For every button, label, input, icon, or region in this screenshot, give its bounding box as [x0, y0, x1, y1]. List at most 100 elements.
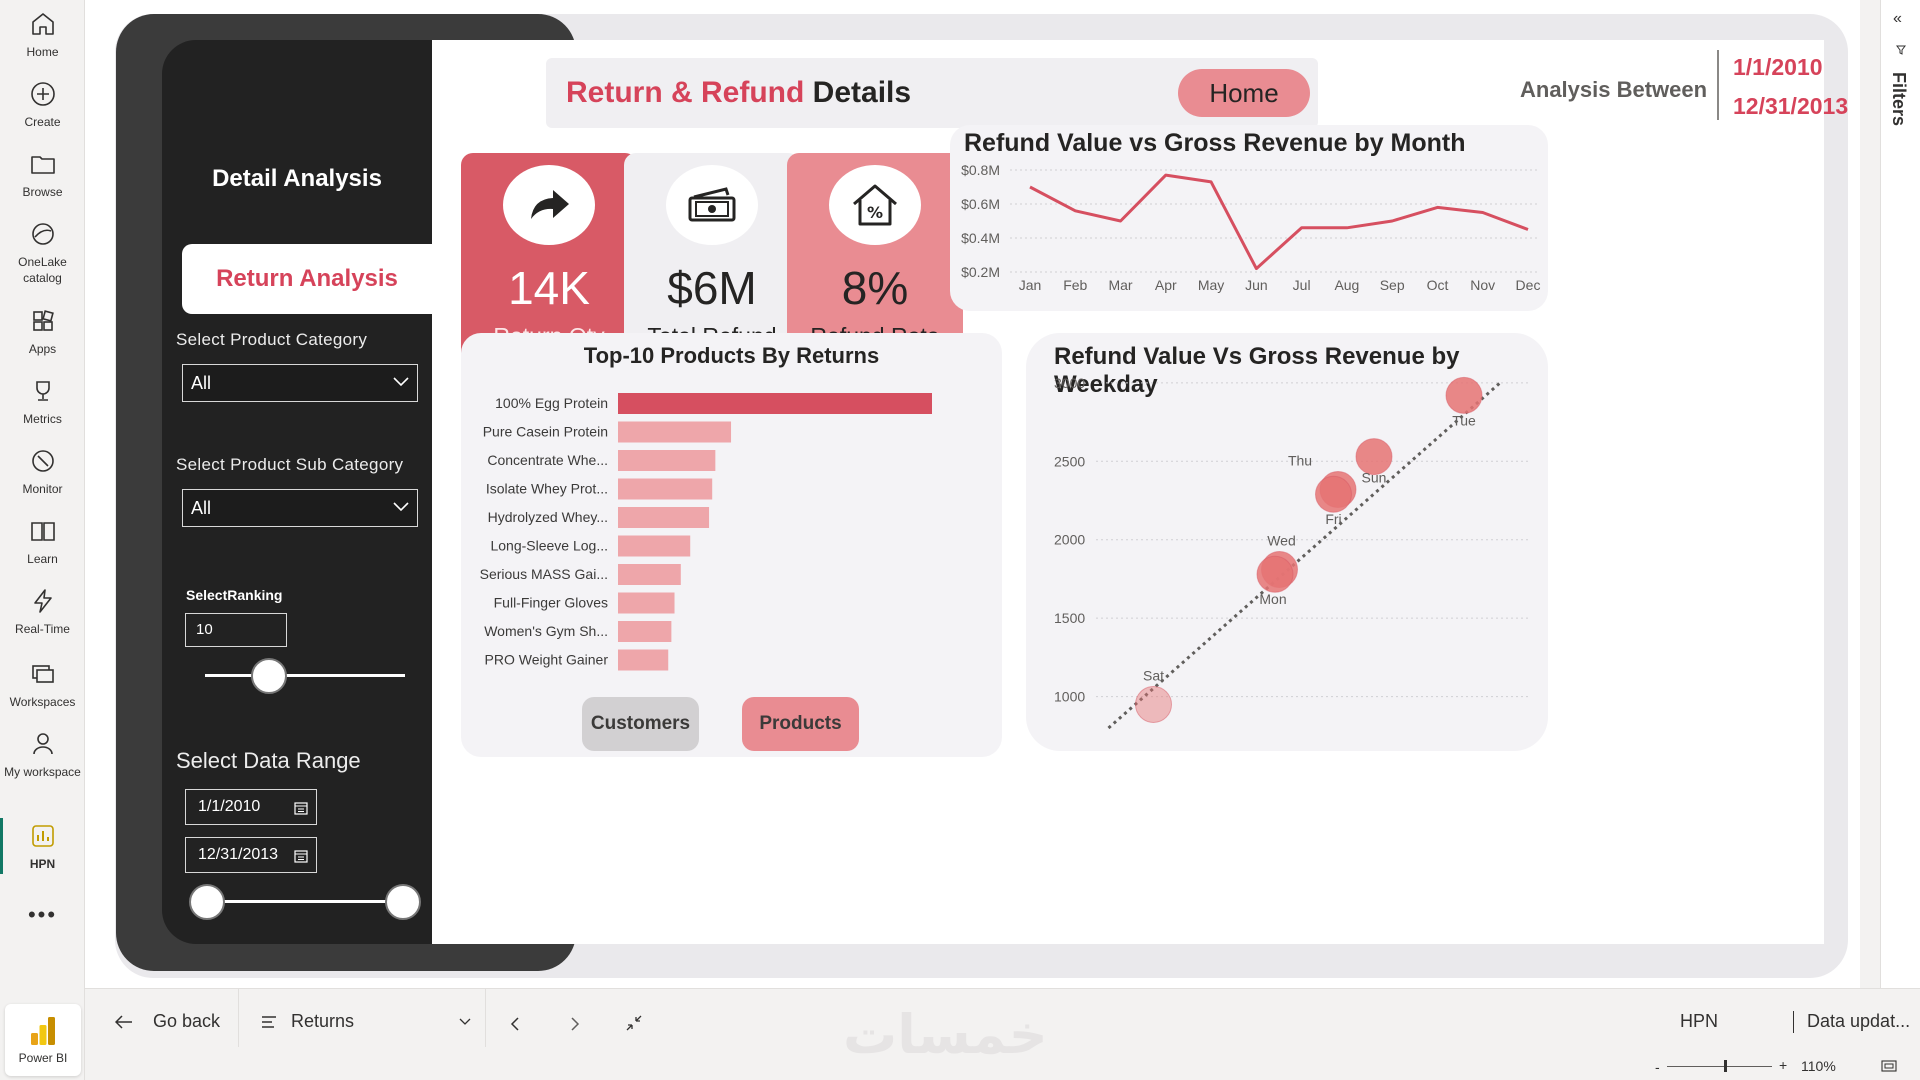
tab-return-analysis[interactable]: Return Analysis: [182, 244, 432, 314]
nav-home[interactable]: Home: [0, 8, 85, 60]
bar-chart-category-label: Women's Gym Sh...: [484, 623, 608, 639]
fit-to-page-icon[interactable]: [1881, 1060, 1897, 1072]
monthly-chart-title: Refund Value vs Gross Revenue by Month: [964, 129, 1466, 157]
nav-more-button[interactable]: •••: [27, 902, 58, 927]
analysis-end-date: 12/31/2013: [1733, 93, 1849, 119]
nav-realtime[interactable]: Real-Time: [0, 585, 85, 637]
nav-learn[interactable]: Learn: [0, 515, 85, 567]
nav-my-workspace[interactable]: My workspace: [0, 728, 85, 780]
next-page-icon[interactable]: [570, 1017, 580, 1031]
report-canvas: Detail Analysis Return Analysis Select P…: [85, 0, 1860, 988]
line-chart-xtick: Aug: [1334, 277, 1359, 293]
top-products-bar-chart-card: Top-10 Products By Returns 100% Egg Prot…: [461, 333, 1002, 757]
scatter-ytick: 3000: [1054, 375, 1085, 391]
person-icon: [32, 733, 53, 755]
svg-text:%: %: [867, 203, 883, 222]
scatter-point-label: Fri: [1325, 511, 1341, 527]
zoom-slider-thumb[interactable]: [1723, 1060, 1727, 1072]
customers-button[interactable]: Customers: [582, 697, 699, 751]
page-title-accent: Return & Refund: [566, 76, 805, 109]
kpi-icon-circle: [503, 165, 595, 245]
date-slider-track[interactable]: [209, 900, 405, 903]
collapse-filters-icon[interactable]: «: [1893, 10, 1902, 27]
bottom-divider: [238, 989, 239, 1047]
line-chart-ytick: $0.8M: [961, 162, 1000, 178]
nav-my-workspace-label: My workspace: [4, 765, 81, 779]
kpi-total-refund-value: $6M: [667, 262, 757, 314]
nav-metrics[interactable]: Metrics: [0, 375, 85, 427]
analysis-start-date: 1/1/2010: [1733, 54, 1823, 80]
scatter-point: [1445, 376, 1483, 414]
power-bi-logo-icon: [31, 1017, 55, 1045]
products-button[interactable]: Products: [742, 697, 859, 751]
scatter-point-label: Sun: [1362, 470, 1387, 486]
calendar-icon: [294, 802, 308, 815]
end-date-input[interactable]: 12/31/2013: [185, 837, 317, 873]
bottom-divider: [485, 989, 486, 1047]
bar-chart-bar: [618, 478, 713, 500]
data-updated-status[interactable]: Data updat...: [1807, 1011, 1911, 1031]
onelake-icon: [31, 223, 54, 245]
workspace-name: HPN: [1680, 1011, 1719, 1031]
nav-workspaces[interactable]: Workspaces: [0, 658, 85, 710]
power-bi-switcher[interactable]: Power BI: [5, 1004, 81, 1076]
category-dropdown[interactable]: All: [182, 364, 418, 402]
nav-onelake[interactable]: OneLake catalog: [0, 218, 85, 286]
line-chart-ytick: $0.6M: [961, 196, 1000, 212]
ranking-slider-track[interactable]: [205, 674, 405, 677]
bar-chart-bar: [618, 535, 691, 557]
nav-onelake-label: OneLake catalog: [18, 255, 67, 285]
nav-monitor[interactable]: Monitor: [0, 445, 85, 497]
zoom-level: 110%: [1801, 1058, 1836, 1074]
watermark-logo: خمسات: [843, 1003, 1048, 1066]
line-chart-ytick: $0.2M: [961, 264, 1000, 280]
go-back-button[interactable]: Go back: [115, 1011, 220, 1032]
line-chart-xtick: Oct: [1427, 277, 1449, 293]
apps-icon: [32, 310, 54, 331]
bar-chart-bar: [618, 564, 681, 585]
filter-funnel-icon: [1896, 45, 1906, 55]
nav-create[interactable]: Create: [0, 78, 85, 130]
monthly-line-chart: $0.2M $0.4M $0.6M $0.8M Jan Feb Mar Apr May Jun Ju…: [961, 162, 1540, 293]
page-selector[interactable]: Returns: [261, 1011, 471, 1032]
nav-workspaces-label: Workspaces: [9, 695, 76, 709]
top-products-title: Top-10 Products By Returns: [583, 343, 880, 368]
scatter-ytick: 2500: [1054, 453, 1085, 469]
home-button[interactable]: Home: [1178, 69, 1310, 117]
scatter-ytick: 1000: [1054, 689, 1085, 705]
nav-realtime-label: Real-Time: [15, 622, 70, 636]
date-slider-end-thumb[interactable]: [385, 884, 421, 920]
zoom-out-button[interactable]: -: [1655, 1059, 1660, 1075]
nav-apps[interactable]: Apps: [0, 305, 85, 357]
collapse-icon[interactable]: [626, 1015, 642, 1031]
nav-hpn-label: HPN: [29, 857, 56, 871]
nav-browse[interactable]: Browse: [0, 148, 85, 200]
kpi-return-qty-value: 14K: [508, 262, 590, 314]
zoom-in-button[interactable]: +: [1779, 1057, 1788, 1073]
scatter-point: [1256, 555, 1294, 593]
ranking-slider-thumb[interactable]: [251, 658, 287, 694]
share-arrow-icon: [531, 190, 569, 219]
zoom-slider-track[interactable]: [1667, 1066, 1772, 1067]
category-slicer-label: Select Product Category: [176, 330, 368, 349]
previous-page-icon[interactable]: [510, 1017, 520, 1031]
end-date-value: 12/31/2013: [198, 846, 279, 863]
bar-chart-bar: [618, 592, 675, 614]
start-date-input[interactable]: 1/1/2010: [185, 789, 317, 825]
nav-hpn[interactable]: HPN: [0, 820, 85, 872]
analysis-between-label: Analysis Between: [1520, 77, 1708, 102]
scatter-point: [1355, 438, 1393, 476]
nav-metrics-label: Metrics: [23, 412, 62, 426]
bar-chart-category-label: Long-Sleeve Log...: [490, 538, 608, 554]
bar-chart-category-label: Hydrolyzed Whey...: [488, 509, 608, 525]
scatter-point: [1135, 685, 1172, 723]
subcategory-dropdown[interactable]: All: [182, 489, 418, 527]
ranking-input[interactable]: 10: [185, 613, 287, 647]
ranking-label: SelectRanking: [186, 587, 283, 603]
bar-chart-bar: [618, 507, 710, 528]
monitor-icon: [31, 450, 54, 472]
bar-chart-category-label: Concentrate Whe...: [487, 452, 608, 468]
filters-pane[interactable]: « Filters: [1880, 0, 1920, 988]
go-back-label: Go back: [153, 1011, 221, 1031]
date-slider-start-thumb[interactable]: [189, 884, 225, 920]
